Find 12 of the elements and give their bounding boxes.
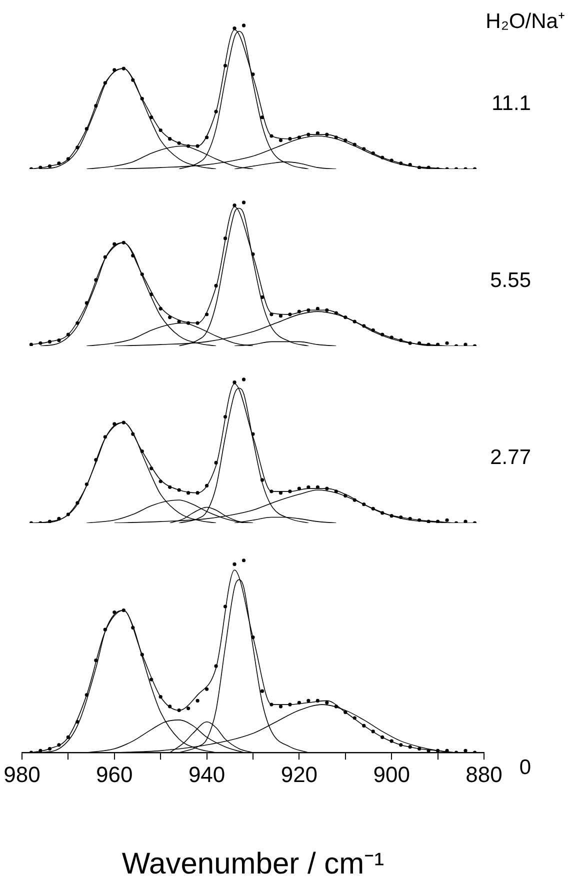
x-axis-title: Wavenumber / cm⁻¹ — [122, 847, 384, 880]
text: 0 — [519, 756, 531, 780]
text: 11.1 — [492, 92, 531, 116]
text: 2.77 — [490, 446, 531, 470]
x-tick-label: 980 — [4, 762, 40, 787]
x-tick-label: 940 — [188, 762, 226, 787]
x-tick-label: 920 — [280, 762, 318, 787]
x-tick-label: 900 — [373, 762, 410, 787]
text: 5.55 — [490, 269, 531, 293]
text: H₂O/Na⁺ — [486, 9, 565, 34]
x-tick-label: 880 — [466, 762, 502, 787]
x-tick-label: 960 — [96, 762, 133, 787]
